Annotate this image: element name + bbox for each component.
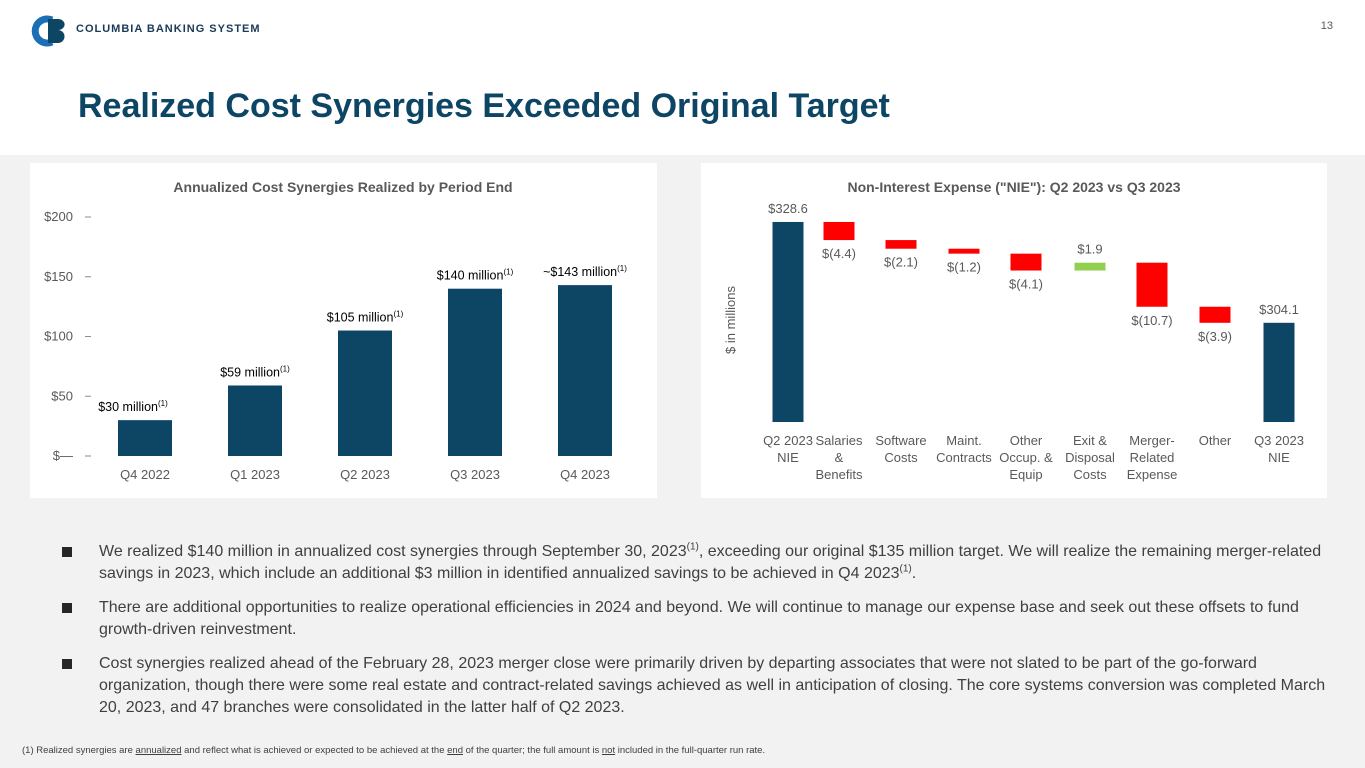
x-tick-label: Q3 2023 NIE [1254, 433, 1304, 465]
bar [118, 420, 172, 456]
y-axis-label: $ in millions [723, 286, 738, 354]
y-tick-label: $— [53, 448, 73, 463]
text-run: of the quarter; the full amount is [463, 745, 602, 756]
bar [558, 285, 612, 456]
logo-c [31, 15, 54, 47]
bullet-marker [62, 659, 72, 669]
bullet-item: We realized $140 million in annualized c… [62, 541, 1334, 585]
logo-b [48, 19, 65, 43]
bar [772, 221, 804, 422]
data-label-note: (1) [503, 268, 513, 277]
data-label-note: (1) [280, 364, 290, 373]
x-tick-label: Salaries & Benefits [815, 433, 863, 482]
x-tick-label: Software Costs [875, 433, 927, 465]
bar [1136, 262, 1168, 307]
data-label: ~$143 million(1) [543, 264, 627, 279]
data-label: $(4.1) [1009, 277, 1043, 292]
data-label: $(10.7) [1131, 313, 1172, 328]
x-tick-label: Q1 2023 [230, 467, 280, 482]
data-label-value: ~$143 million [543, 265, 617, 279]
x-tick-label: Exit & Disposal Costs [1065, 433, 1115, 482]
y-tick-label: $200 [44, 209, 73, 224]
x-tick-label: Maint. Contracts [936, 433, 992, 465]
bullet-marker [62, 547, 72, 557]
data-label: $30 million(1) [98, 399, 168, 414]
data-label: $328.6 [768, 201, 808, 216]
x-tick-label: Q4 2022 [120, 467, 170, 482]
bar [1074, 262, 1106, 271]
bullet-item: Cost synergies realized ahead of the Feb… [62, 653, 1334, 719]
data-label: $1.9 [1077, 242, 1102, 257]
chart-title: Annualized Cost Synergies Realized by Pe… [173, 179, 512, 195]
data-label: $(4.4) [822, 246, 856, 261]
text-run: . [911, 565, 917, 582]
page-number: 13 [1321, 20, 1333, 32]
x-tick-label: Q4 2023 [560, 467, 610, 482]
underlined-text: end [447, 745, 463, 756]
data-label: $(3.9) [1198, 329, 1232, 344]
bar [885, 240, 917, 249]
text-run: included in the full-quarter run rate. [615, 745, 766, 756]
bar [948, 248, 980, 254]
bar [1199, 306, 1231, 323]
data-label-value: $105 million [327, 311, 394, 325]
data-label: $304.1 [1259, 302, 1299, 317]
underlined-text: annualized [135, 745, 182, 756]
x-tick-label: Other [1198, 433, 1232, 448]
bar [448, 288, 502, 456]
bullet-list: We realized $140 million in annualized c… [62, 541, 1334, 731]
x-tick-label: Merger- Related Expense [1126, 433, 1178, 482]
chart-title: Non-Interest Expense ("NIE"): Q2 2023 vs… [847, 179, 1180, 195]
slide-title: Realized Cost Synergies Exceeded Origina… [78, 87, 890, 125]
superscript: (1) [899, 563, 912, 575]
chart-panel [701, 163, 1327, 498]
bar [338, 330, 392, 456]
underlined-text: not [601, 745, 616, 756]
footnote: (1) Realized synergies are annualized an… [22, 745, 765, 756]
text-run: , exceeding our original $135 million ta… [99, 543, 1322, 582]
data-label-value: $59 million [220, 365, 280, 379]
data-label: $(2.1) [884, 255, 918, 270]
bar [1010, 253, 1042, 271]
y-tick-label: $100 [44, 329, 73, 344]
text-run: We realized $140 million in annualized c… [99, 543, 687, 560]
bullet-item: There are additional opportunities to re… [62, 597, 1334, 641]
x-tick-label: Q3 2023 [450, 467, 500, 482]
data-label-value: $30 million [98, 400, 158, 414]
data-label: $105 million(1) [327, 310, 404, 325]
data-label: $(1.2) [947, 260, 981, 275]
bar [1263, 322, 1295, 422]
bullet-marker [62, 603, 72, 613]
data-label: $59 million(1) [220, 364, 290, 379]
header-area [0, 0, 1365, 155]
text-run: Cost synergies realized ahead of the Feb… [99, 655, 1326, 716]
x-tick-label: Other Occup. & Equip [999, 433, 1053, 482]
data-label-note: (1) [617, 264, 627, 273]
data-label-note: (1) [393, 310, 403, 319]
y-tick-label: $50 [51, 388, 73, 403]
text-run: and reflect what is achieved or expected… [181, 745, 448, 756]
y-tick-label: $150 [44, 269, 73, 284]
data-label: $140 million(1) [437, 268, 514, 283]
x-tick-label: Q2 2023 NIE [763, 433, 813, 465]
text-run: There are additional opportunities to re… [99, 599, 1299, 638]
x-tick-label: Q2 2023 [340, 467, 390, 482]
data-label-value: $140 million [437, 269, 504, 283]
text-run: (1) Realized synergies are [22, 745, 136, 756]
data-label-note: (1) [158, 399, 168, 408]
bar [823, 221, 855, 241]
superscript: (1) [686, 541, 699, 553]
company-name: COLUMBIA BANKING SYSTEM [76, 23, 261, 35]
bar [228, 385, 282, 456]
